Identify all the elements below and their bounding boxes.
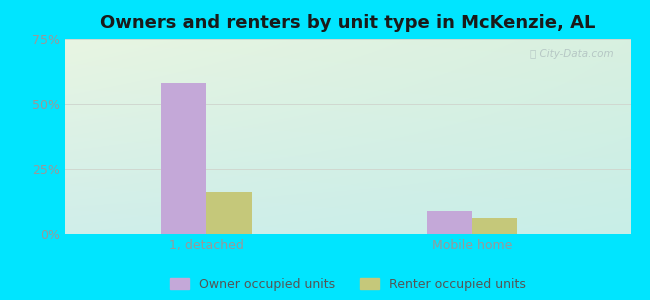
Title: Owners and renters by unit type in McKenzie, AL: Owners and renters by unit type in McKen… (100, 14, 595, 32)
Bar (427, 211, 472, 234)
Legend: Owner occupied units, Renter occupied units: Owner occupied units, Renter occupied un… (165, 273, 530, 296)
Bar (472, 218, 517, 234)
Bar (161, 83, 207, 234)
Bar (206, 192, 252, 234)
Text: ⓘ City-Data.com: ⓘ City-Data.com (530, 49, 614, 59)
